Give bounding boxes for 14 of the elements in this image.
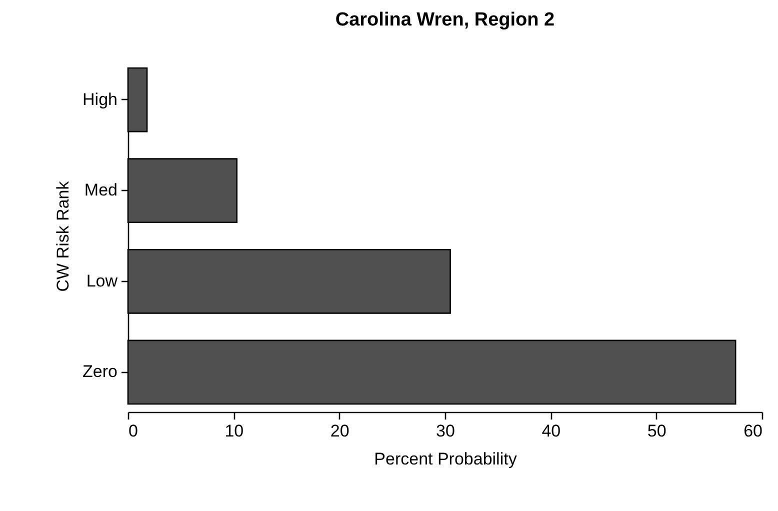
x-tick-label: 10 [224,422,244,440]
x-tick-label: 40 [542,422,561,440]
x-tick-label: 50 [647,422,666,440]
y-axis-title: CW Risk Rank [54,180,73,292]
x-tick-label: 0 [128,422,138,440]
x-tick-label: 60 [744,422,762,440]
y-tick-label: Med [84,180,118,200]
x-tick-label: 20 [330,422,350,440]
y-tick-label: High [82,90,118,109]
y-tick-label: Zero [82,362,118,382]
y-tick-label: Low [86,271,118,290]
chart-title: Carolina Wren, Region 2 [335,9,555,30]
x-axis-title: Percent Probability [374,450,518,468]
x-tick-label: 30 [436,422,455,440]
